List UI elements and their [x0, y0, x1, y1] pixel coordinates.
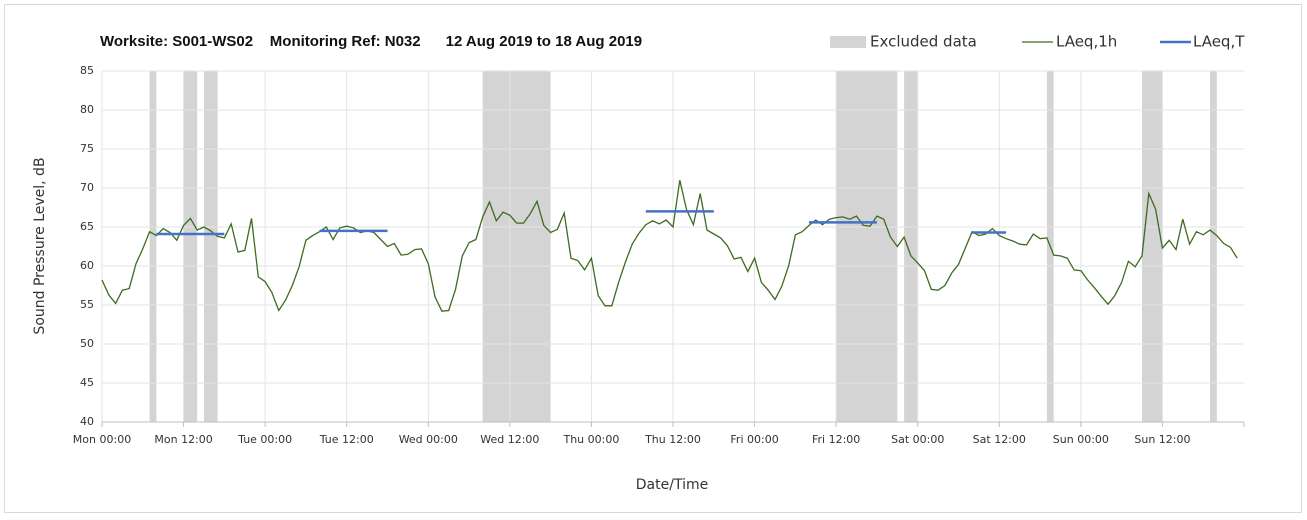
legend-text: Excluded data — [870, 33, 977, 51]
x-tick-label: Sun 00:00 — [1053, 433, 1109, 446]
y-tick-label: 80 — [80, 103, 94, 116]
y-tick-label: 55 — [80, 298, 94, 311]
legend-text: LAeq,1h — [1056, 33, 1117, 51]
y-tick-label: 65 — [80, 220, 94, 233]
y-tick-label: 40 — [80, 415, 94, 428]
x-tick-label: Tue 12:00 — [319, 433, 374, 446]
y-axis-title: Sound Pressure Level, dB — [32, 157, 48, 334]
excluded-band — [1210, 71, 1217, 422]
excluded-band — [482, 71, 551, 422]
chart-title: Worksite: S001-WS02 Monitoring Ref: N032… — [100, 33, 642, 50]
excluded-band — [836, 71, 898, 422]
x-tick-label: Sat 12:00 — [973, 433, 1026, 446]
x-tick-label: Sat 00:00 — [891, 433, 944, 446]
excluded-band — [203, 71, 218, 422]
y-tick-label: 60 — [80, 259, 94, 272]
x-tick-label: Fri 12:00 — [812, 433, 860, 446]
x-tick-label: Tue 00:00 — [237, 433, 292, 446]
excluded-band — [904, 71, 918, 422]
x-tick-label: Thu 00:00 — [562, 433, 619, 446]
legend-text: LAeq,T — [1193, 33, 1245, 51]
y-tick-label: 45 — [80, 376, 94, 389]
x-axis-title: Date/Time — [636, 477, 708, 493]
excluded-band — [149, 71, 157, 422]
x-tick-label: Sun 12:00 — [1134, 433, 1190, 446]
x-tick-label: Mon 12:00 — [154, 433, 212, 446]
y-tick-label: 50 — [80, 337, 94, 350]
x-tick-label: Thu 12:00 — [644, 433, 701, 446]
x-tick-label: Wed 12:00 — [480, 433, 539, 446]
legend-swatch — [830, 36, 866, 48]
y-tick-label: 70 — [80, 181, 94, 194]
x-tick-label: Mon 00:00 — [73, 433, 131, 446]
series-line — [101, 180, 1238, 312]
excluded-band — [183, 71, 198, 422]
excluded-band — [1142, 71, 1163, 422]
y-tick-label: 85 — [80, 64, 94, 77]
chart-frame — [4, 4, 1302, 513]
y-tick-label: 75 — [80, 142, 94, 155]
x-tick-label: Wed 00:00 — [399, 433, 458, 446]
x-tick-label: Fri 00:00 — [730, 433, 778, 446]
